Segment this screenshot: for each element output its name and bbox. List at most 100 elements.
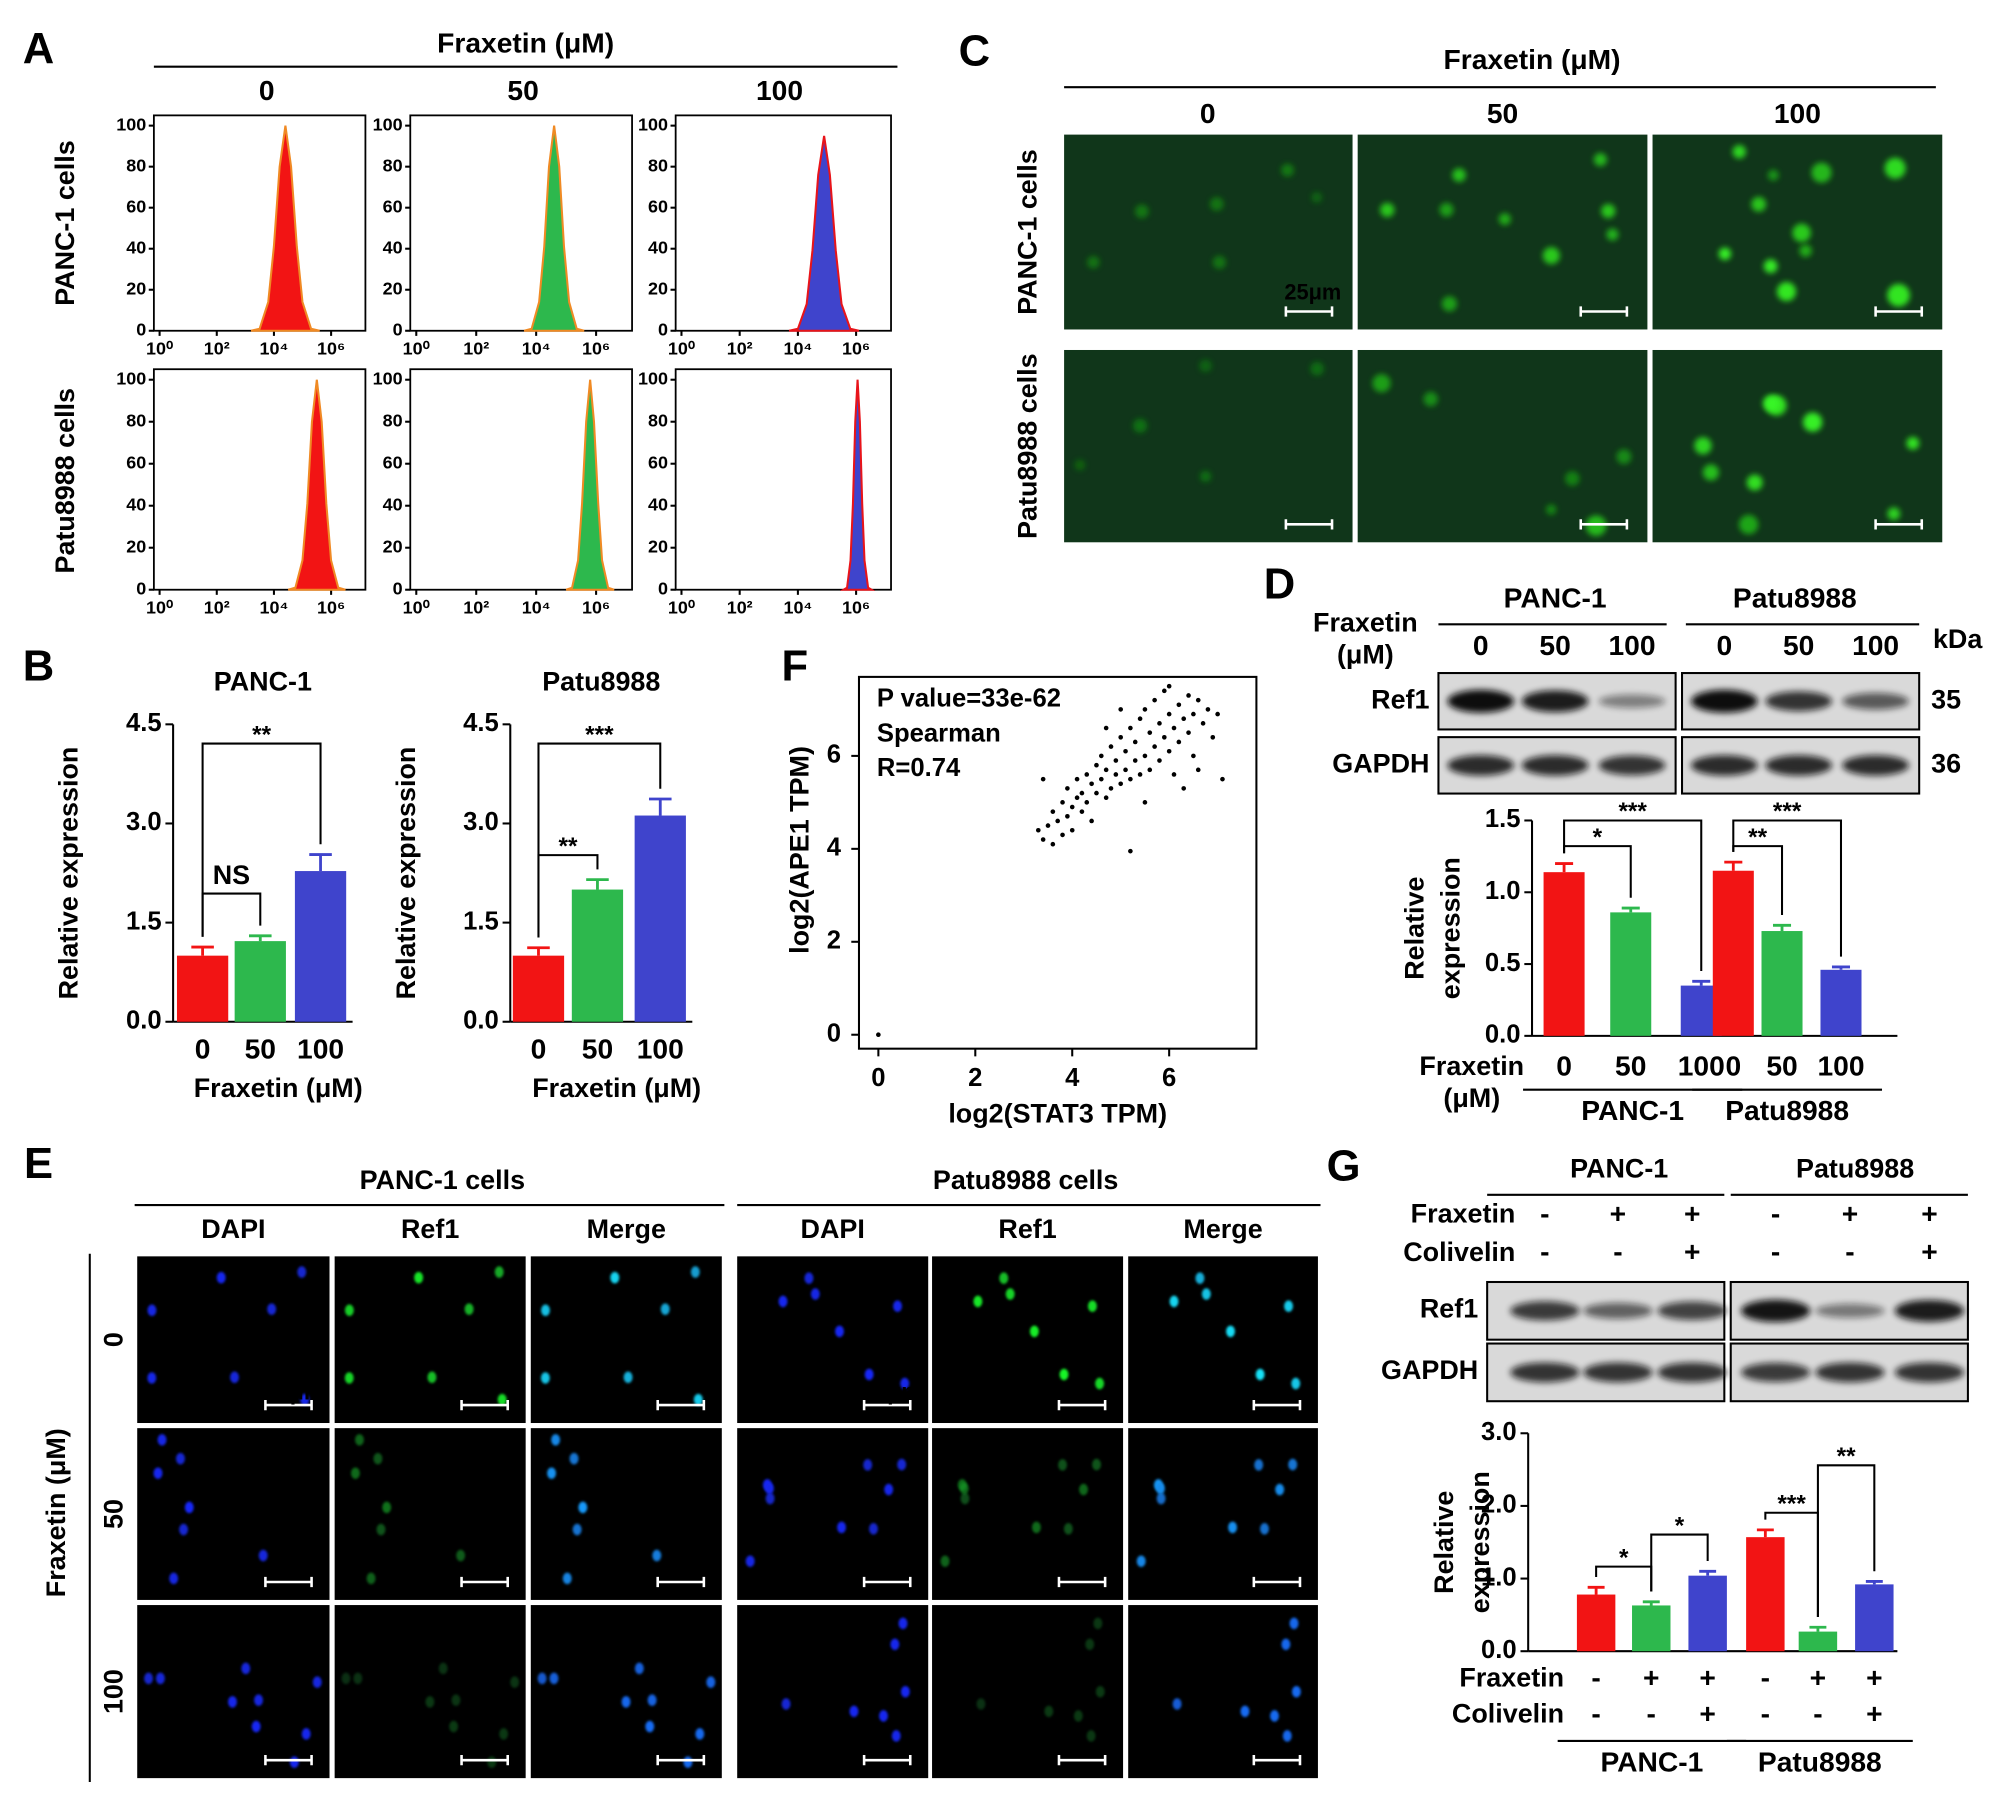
factor-sign: - <box>1813 1697 1822 1729</box>
nucleus <box>1240 1705 1250 1718</box>
header: Fraxetin (μM) <box>1444 43 1621 75</box>
scale-bar <box>1579 306 1629 317</box>
y-tick-label: 0 <box>827 1019 841 1047</box>
nucleus <box>891 1730 901 1742</box>
significance-bracket <box>1563 819 1703 972</box>
cell <box>1585 515 1607 537</box>
scatter-point <box>1118 781 1124 787</box>
nucleus <box>693 1393 703 1406</box>
cell <box>1545 504 1557 515</box>
nucleus <box>647 1694 657 1706</box>
bar <box>1576 1594 1616 1652</box>
nucleus <box>1291 1377 1301 1390</box>
nucleus <box>376 1523 386 1536</box>
plot-frame <box>674 368 892 591</box>
micrograph <box>1128 1256 1318 1424</box>
nucleus <box>297 1266 307 1278</box>
y-tick-label: 60 <box>126 196 146 216</box>
y-tick-label: 0 <box>658 578 668 598</box>
scale-bar <box>1252 1399 1302 1411</box>
nucleus <box>1031 1521 1041 1534</box>
scatter-point <box>1108 744 1114 749</box>
cell <box>1441 296 1457 312</box>
significance-label: ** <box>252 721 271 748</box>
y-tick-label: 6 <box>827 741 841 769</box>
scatter-point <box>1079 809 1085 814</box>
nucleus <box>569 1452 579 1465</box>
cell <box>1498 213 1511 226</box>
nucleus <box>251 1720 261 1733</box>
scale-bar <box>460 1399 509 1411</box>
group-label: Patu8988 cells <box>933 1165 1118 1195</box>
y-tick-label: 80 <box>648 155 668 175</box>
nucleus <box>1270 1710 1279 1722</box>
panel-letter: E <box>24 1140 53 1188</box>
nucleus <box>572 1523 582 1536</box>
panel-letter: D <box>1264 561 1295 609</box>
y-tick-label: 80 <box>126 155 146 175</box>
micrograph <box>1357 349 1648 543</box>
error-bar <box>249 934 272 942</box>
cell <box>1811 162 1832 183</box>
scale-bar <box>1252 1755 1302 1766</box>
group-label: PANC-1 <box>1581 1094 1684 1126</box>
band <box>1598 755 1666 776</box>
micrograph <box>137 1428 330 1600</box>
annotation: Spearman <box>877 719 1001 747</box>
y-tick-label: 40 <box>648 494 668 514</box>
y-tick-label: 100 <box>116 368 146 388</box>
y-tick-label: 40 <box>383 237 403 257</box>
band <box>1815 1362 1885 1383</box>
factor-sign: - <box>1761 1661 1770 1693</box>
dose-label: 0 <box>1716 629 1732 661</box>
factor-label: Fraxetin <box>1459 1663 1564 1693</box>
y-tick-label: 80 <box>648 410 668 430</box>
significance-label: * <box>1675 1512 1685 1539</box>
bar <box>1610 912 1652 1036</box>
error-bar <box>1692 979 1711 986</box>
scatter-point <box>1157 721 1162 726</box>
nucleus <box>959 1482 969 1495</box>
bar <box>1632 1605 1671 1652</box>
channel-label: DAPI <box>201 1214 265 1244</box>
nucleus <box>449 1720 459 1733</box>
scale-bar <box>264 1399 313 1411</box>
y-tick-label: 20 <box>648 278 668 298</box>
scatter-point <box>1147 730 1153 735</box>
bar <box>294 871 347 1022</box>
x-tick-label: 6 <box>1162 1064 1176 1092</box>
scatter-point <box>1142 707 1148 712</box>
nucleus <box>1172 1698 1182 1710</box>
x-tick-label: 2 <box>968 1064 982 1092</box>
group-label: Patu8988 <box>1758 1745 1882 1777</box>
nucleus <box>300 1393 310 1406</box>
x-tick-label: 10⁶ <box>842 598 870 618</box>
nucleus <box>890 1638 900 1651</box>
y-tick-label: 20 <box>383 536 403 556</box>
error-bar <box>1831 965 1851 970</box>
micrograph <box>1064 349 1353 543</box>
cell <box>1212 255 1226 269</box>
nucleus <box>849 1705 859 1718</box>
y-tick-label: 0 <box>136 319 146 339</box>
panel-letter: F <box>782 643 809 691</box>
band <box>1447 689 1515 713</box>
blot-label: Ref1 <box>1371 684 1429 714</box>
band <box>1740 1299 1811 1323</box>
bar <box>234 941 286 1022</box>
scatter-point <box>1050 841 1056 847</box>
plot-frame <box>857 675 1258 1050</box>
factor-sign: - <box>1771 1235 1780 1267</box>
scatter-point <box>1108 786 1114 791</box>
y-tick-label: 1.5 <box>463 907 499 935</box>
y-tick-label: 4 <box>827 834 842 862</box>
nucleus <box>373 1452 383 1465</box>
micrograph <box>334 1256 526 1424</box>
panel-letter: C <box>959 27 990 75</box>
nucleus <box>1029 1325 1039 1338</box>
y-tick-label: 20 <box>126 536 146 556</box>
nucleus <box>940 1555 950 1567</box>
cell <box>1372 374 1391 393</box>
nucleus <box>354 1434 364 1446</box>
